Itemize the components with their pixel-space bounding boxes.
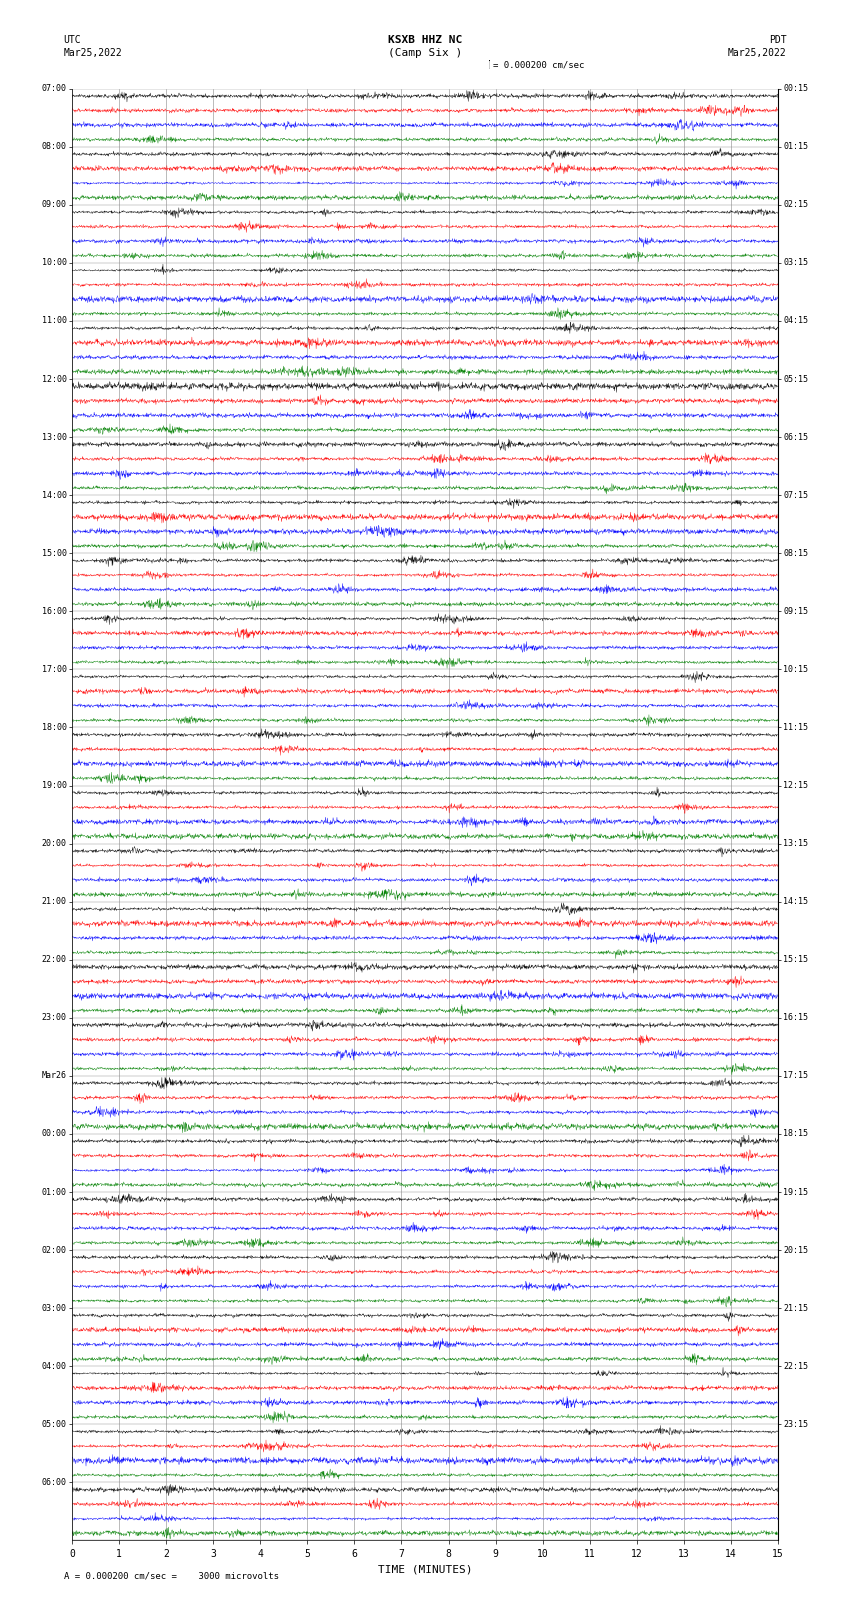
Text: UTC: UTC bbox=[64, 35, 82, 45]
Text: Mar25,2022: Mar25,2022 bbox=[64, 48, 122, 58]
Text: (Camp Six ): (Camp Six ) bbox=[388, 48, 462, 58]
Text: Mar25,2022: Mar25,2022 bbox=[728, 48, 786, 58]
Text: = 0.000200 cm/sec: = 0.000200 cm/sec bbox=[493, 60, 584, 69]
Text: A = 0.000200 cm/sec =    3000 microvolts: A = 0.000200 cm/sec = 3000 microvolts bbox=[64, 1571, 279, 1581]
Text: KSXB HHZ NC: KSXB HHZ NC bbox=[388, 35, 462, 45]
X-axis label: TIME (MINUTES): TIME (MINUTES) bbox=[377, 1565, 473, 1574]
Text: PDT: PDT bbox=[768, 35, 786, 45]
